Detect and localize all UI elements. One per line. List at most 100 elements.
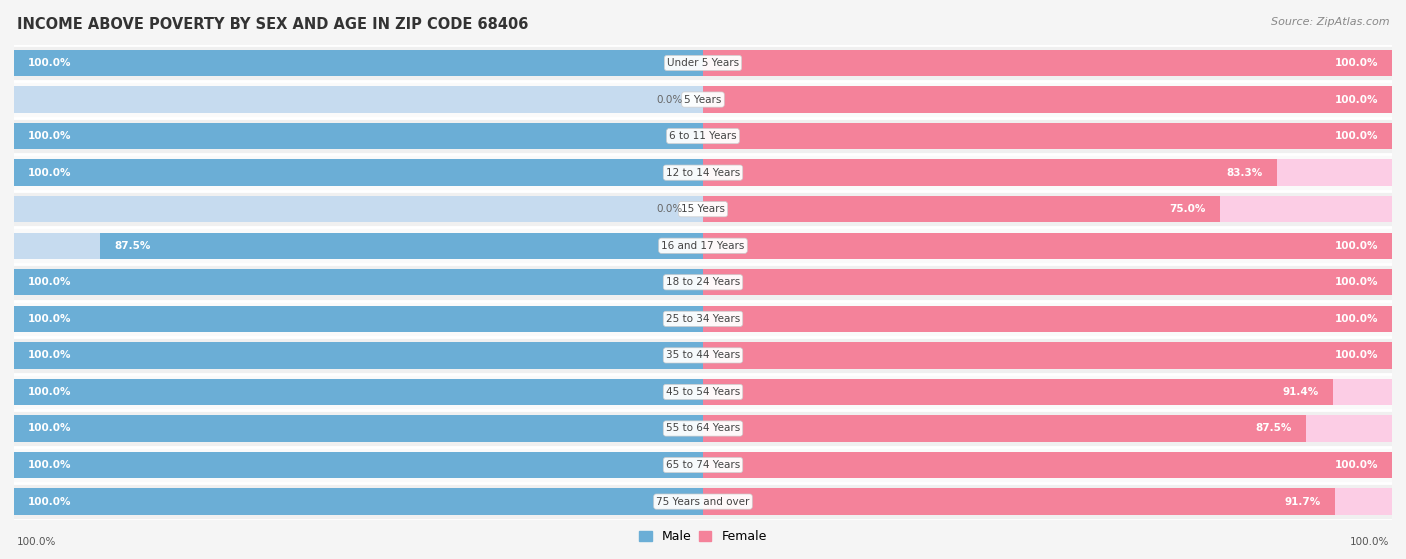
Text: 87.5%: 87.5%	[1256, 424, 1292, 433]
Text: 100.0%: 100.0%	[28, 460, 72, 470]
Bar	[14, 81, 1392, 118]
Text: 0.0%: 0.0%	[657, 94, 682, 105]
Bar	[14, 447, 1392, 484]
Bar	[703, 415, 1306, 442]
Bar	[14, 228, 1392, 264]
Text: 100.0%: 100.0%	[1334, 94, 1378, 105]
Bar	[14, 233, 703, 259]
Bar	[703, 452, 1392, 478]
Text: 87.5%: 87.5%	[114, 241, 150, 251]
Text: 100.0%: 100.0%	[1334, 460, 1378, 470]
Text: 91.4%: 91.4%	[1282, 387, 1319, 397]
Bar	[14, 269, 703, 296]
Text: 100.0%: 100.0%	[28, 387, 72, 397]
Bar	[703, 342, 1392, 368]
Bar	[703, 233, 1392, 259]
Bar	[14, 159, 703, 186]
Bar	[14, 337, 1392, 373]
Bar	[14, 415, 703, 442]
Text: INCOME ABOVE POVERTY BY SEX AND AGE IN ZIP CODE 68406: INCOME ABOVE POVERTY BY SEX AND AGE IN Z…	[17, 17, 529, 32]
Text: 100.0%: 100.0%	[1334, 277, 1378, 287]
Text: 100.0%: 100.0%	[1334, 131, 1378, 141]
Bar	[14, 123, 703, 149]
Bar	[703, 87, 1392, 113]
Text: 100.0%: 100.0%	[28, 496, 72, 506]
Bar	[14, 50, 703, 76]
Bar	[100, 233, 703, 259]
Text: 100.0%: 100.0%	[28, 58, 72, 68]
Text: 65 to 74 Years: 65 to 74 Years	[666, 460, 740, 470]
Bar	[703, 50, 1392, 76]
Bar	[14, 87, 703, 113]
Text: 75 Years and over: 75 Years and over	[657, 496, 749, 506]
Text: 83.3%: 83.3%	[1227, 168, 1263, 178]
Bar	[703, 452, 1392, 478]
Bar	[14, 45, 1392, 81]
Bar	[14, 50, 703, 76]
Bar	[14, 452, 703, 478]
Bar	[14, 191, 1392, 228]
Bar	[703, 269, 1392, 296]
Bar	[703, 87, 1392, 113]
Bar	[703, 342, 1392, 368]
Text: 15 Years: 15 Years	[681, 204, 725, 214]
Text: 100.0%: 100.0%	[1334, 58, 1378, 68]
Text: 91.7%: 91.7%	[1285, 496, 1322, 506]
Text: 16 and 17 Years: 16 and 17 Years	[661, 241, 745, 251]
Bar	[14, 306, 703, 332]
Bar	[14, 154, 1392, 191]
Text: 100.0%: 100.0%	[1334, 350, 1378, 361]
Bar	[703, 159, 1392, 186]
Bar	[14, 415, 703, 442]
Bar	[703, 196, 1392, 222]
Text: 100.0%: 100.0%	[1334, 241, 1378, 251]
Bar	[703, 415, 1392, 442]
Bar	[14, 342, 703, 368]
Bar	[703, 196, 1219, 222]
Bar	[14, 342, 703, 368]
Bar	[703, 306, 1392, 332]
Text: Under 5 Years: Under 5 Years	[666, 58, 740, 68]
Bar	[14, 159, 703, 186]
Text: 75.0%: 75.0%	[1170, 204, 1206, 214]
Bar	[703, 123, 1392, 149]
Text: 45 to 54 Years: 45 to 54 Years	[666, 387, 740, 397]
Bar	[14, 196, 703, 222]
Bar	[14, 269, 703, 296]
Text: 100.0%: 100.0%	[17, 537, 56, 547]
Bar	[703, 50, 1392, 76]
Text: 5 Years: 5 Years	[685, 94, 721, 105]
Bar	[14, 301, 1392, 337]
Bar	[703, 123, 1392, 149]
Text: 55 to 64 Years: 55 to 64 Years	[666, 424, 740, 433]
Bar	[14, 379, 703, 405]
Bar	[14, 373, 1392, 410]
Text: Source: ZipAtlas.com: Source: ZipAtlas.com	[1271, 17, 1389, 27]
Text: 0.0%: 0.0%	[657, 204, 682, 214]
Text: 18 to 24 Years: 18 to 24 Years	[666, 277, 740, 287]
Bar	[703, 489, 1334, 515]
Text: 100.0%: 100.0%	[28, 424, 72, 433]
Text: 35 to 44 Years: 35 to 44 Years	[666, 350, 740, 361]
Text: 100.0%: 100.0%	[28, 314, 72, 324]
Bar	[14, 489, 703, 515]
Bar	[14, 489, 703, 515]
Bar	[14, 410, 1392, 447]
Bar	[14, 118, 1392, 154]
Bar	[14, 264, 1392, 301]
Bar	[703, 159, 1277, 186]
Bar	[14, 123, 703, 149]
Bar	[703, 233, 1392, 259]
Text: 6 to 11 Years: 6 to 11 Years	[669, 131, 737, 141]
Bar	[703, 379, 1333, 405]
Text: 100.0%: 100.0%	[28, 131, 72, 141]
Legend: Male, Female: Male, Female	[634, 525, 772, 548]
Bar	[703, 379, 1392, 405]
Bar	[14, 379, 703, 405]
Text: 25 to 34 Years: 25 to 34 Years	[666, 314, 740, 324]
Text: 100.0%: 100.0%	[1350, 537, 1389, 547]
Bar	[703, 269, 1392, 296]
Bar	[703, 306, 1392, 332]
Bar	[14, 306, 703, 332]
Text: 100.0%: 100.0%	[28, 277, 72, 287]
